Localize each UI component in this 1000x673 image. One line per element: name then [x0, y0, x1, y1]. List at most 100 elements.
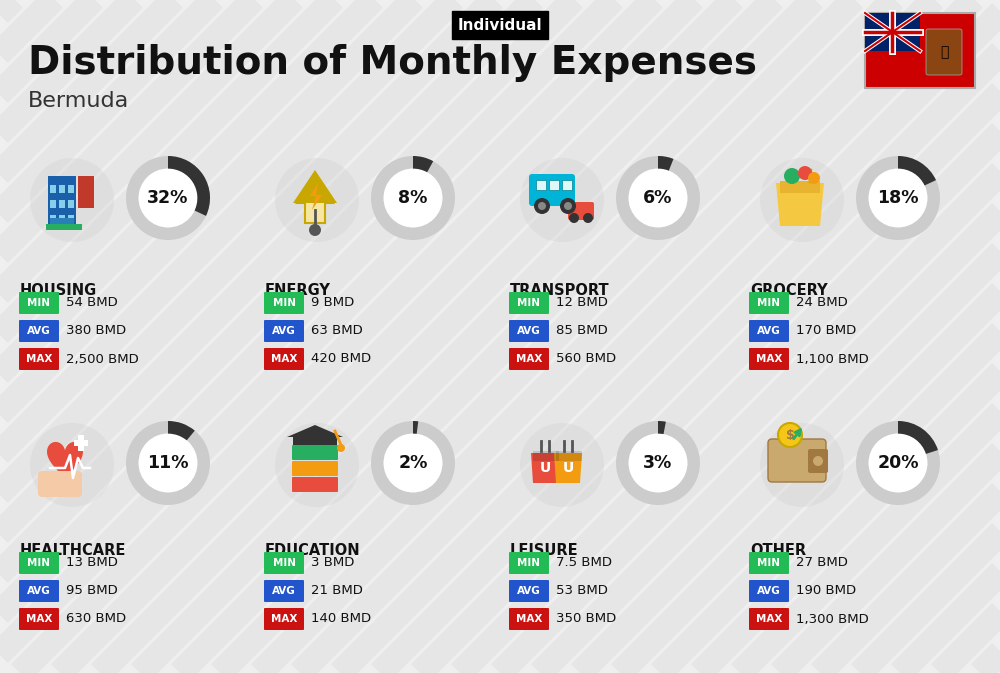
FancyBboxPatch shape	[509, 320, 549, 342]
Bar	[50, 218, 74, 226]
FancyBboxPatch shape	[749, 320, 789, 342]
FancyBboxPatch shape	[19, 320, 59, 342]
FancyBboxPatch shape	[926, 29, 962, 75]
FancyBboxPatch shape	[19, 348, 59, 370]
Bar	[50, 200, 56, 208]
Text: AVG: AVG	[757, 586, 781, 596]
Text: 18%: 18%	[877, 189, 919, 207]
Circle shape	[139, 169, 197, 227]
Text: AVG: AVG	[517, 326, 541, 336]
FancyBboxPatch shape	[292, 477, 338, 492]
Text: 24 BMD: 24 BMD	[796, 297, 848, 310]
Text: AVG: AVG	[27, 326, 51, 336]
Text: MIN: MIN	[28, 558, 50, 568]
Circle shape	[798, 166, 812, 180]
Text: 630 BMD: 630 BMD	[66, 612, 126, 625]
Circle shape	[869, 433, 927, 493]
Text: AVG: AVG	[272, 586, 296, 596]
Text: 190 BMD: 190 BMD	[796, 584, 856, 598]
Text: ENERGY: ENERGY	[265, 283, 331, 298]
Wedge shape	[856, 421, 940, 505]
Wedge shape	[168, 421, 195, 440]
Bar	[68, 215, 74, 223]
Text: 6%: 6%	[643, 189, 673, 207]
FancyBboxPatch shape	[509, 348, 549, 370]
Bar	[562, 180, 572, 190]
Polygon shape	[531, 453, 559, 483]
Polygon shape	[310, 183, 322, 210]
Text: AVG: AVG	[757, 326, 781, 336]
FancyBboxPatch shape	[749, 292, 789, 314]
Text: GROCERY: GROCERY	[750, 283, 828, 298]
Text: EDUCATION: EDUCATION	[265, 543, 361, 558]
FancyBboxPatch shape	[768, 439, 826, 482]
Bar	[74, 440, 88, 446]
Bar	[78, 435, 84, 451]
Text: 1,300 BMD: 1,300 BMD	[796, 612, 869, 625]
Wedge shape	[898, 421, 938, 454]
Text: AVG: AVG	[517, 586, 541, 596]
Bar	[50, 185, 56, 193]
FancyBboxPatch shape	[865, 13, 975, 88]
FancyBboxPatch shape	[264, 608, 304, 630]
FancyBboxPatch shape	[749, 552, 789, 574]
Wedge shape	[616, 156, 700, 240]
Text: 3%: 3%	[643, 454, 673, 472]
FancyBboxPatch shape	[38, 471, 82, 497]
Text: HEALTHCARE: HEALTHCARE	[20, 543, 126, 558]
Bar	[50, 215, 56, 223]
Text: MAX: MAX	[271, 354, 297, 364]
Bar	[78, 176, 94, 208]
Polygon shape	[287, 425, 343, 437]
Text: Bermuda: Bermuda	[28, 91, 129, 111]
Circle shape	[534, 198, 550, 214]
Circle shape	[760, 158, 844, 242]
Text: 20%: 20%	[877, 454, 919, 472]
FancyBboxPatch shape	[749, 608, 789, 630]
FancyBboxPatch shape	[568, 202, 594, 220]
Text: 1,100 BMD: 1,100 BMD	[796, 353, 869, 365]
Text: 54 BMD: 54 BMD	[66, 297, 118, 310]
Bar	[293, 437, 337, 445]
Bar	[68, 200, 74, 208]
Circle shape	[569, 213, 579, 223]
Text: Individual: Individual	[458, 17, 542, 32]
Text: 85 BMD: 85 BMD	[556, 324, 608, 337]
FancyBboxPatch shape	[749, 348, 789, 370]
Text: MIN: MIN	[518, 298, 540, 308]
Bar	[533, 451, 559, 461]
Text: MIN: MIN	[272, 298, 296, 308]
FancyBboxPatch shape	[264, 292, 304, 314]
Circle shape	[538, 202, 546, 210]
Circle shape	[275, 423, 359, 507]
Text: 12 BMD: 12 BMD	[556, 297, 608, 310]
Text: MAX: MAX	[516, 354, 542, 364]
Text: MAX: MAX	[26, 354, 52, 364]
Circle shape	[560, 198, 576, 214]
FancyBboxPatch shape	[529, 174, 575, 206]
Text: OTHER: OTHER	[750, 543, 806, 558]
Text: 560 BMD: 560 BMD	[556, 353, 616, 365]
FancyBboxPatch shape	[264, 320, 304, 342]
Circle shape	[629, 169, 687, 227]
Wedge shape	[413, 421, 418, 434]
Bar	[59, 200, 65, 208]
FancyBboxPatch shape	[509, 580, 549, 602]
Circle shape	[564, 202, 572, 210]
Text: MIN: MIN	[28, 298, 50, 308]
Bar	[46, 224, 82, 230]
Text: 27 BMD: 27 BMD	[796, 557, 848, 569]
Circle shape	[760, 423, 844, 507]
Polygon shape	[47, 442, 83, 481]
Text: 7.5 BMD: 7.5 BMD	[556, 557, 612, 569]
Wedge shape	[126, 421, 210, 505]
FancyBboxPatch shape	[264, 552, 304, 574]
Text: TRANSPORT: TRANSPORT	[510, 283, 610, 298]
Text: 140 BMD: 140 BMD	[311, 612, 371, 625]
FancyBboxPatch shape	[19, 292, 59, 314]
Circle shape	[778, 423, 802, 447]
Text: 2,500 BMD: 2,500 BMD	[66, 353, 139, 365]
Wedge shape	[898, 156, 936, 186]
Text: 420 BMD: 420 BMD	[311, 353, 371, 365]
Bar	[549, 180, 559, 190]
